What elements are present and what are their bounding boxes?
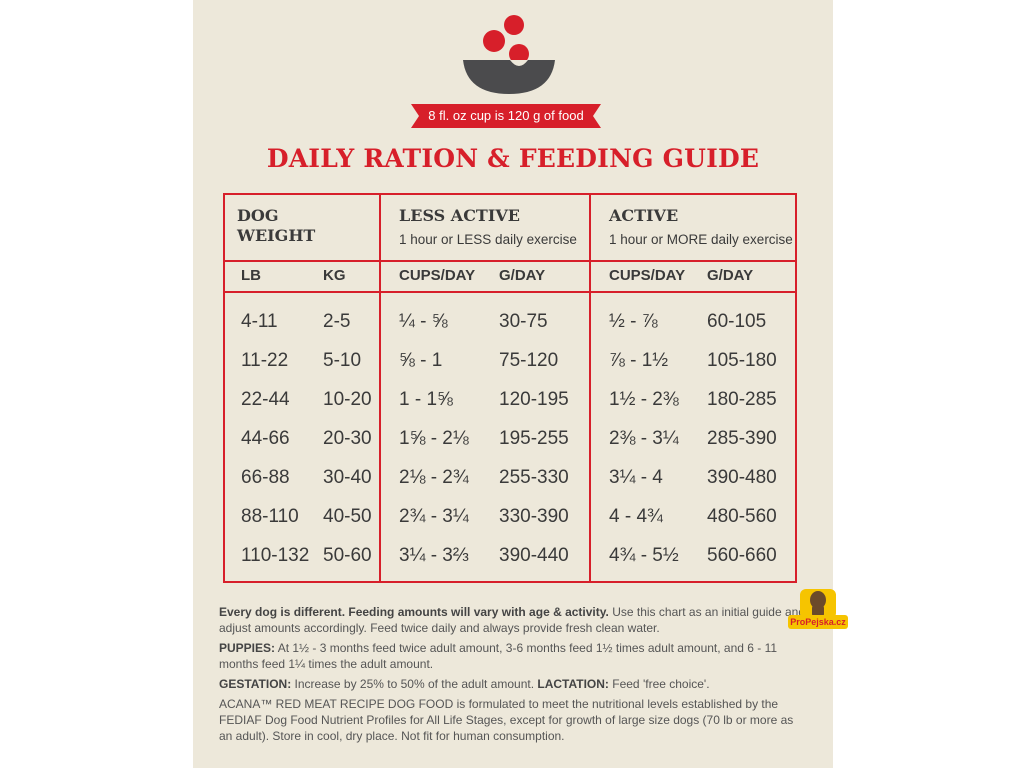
cell-cups-active: ⅞ - 1½ xyxy=(609,350,669,371)
cell-kg: 40-50 xyxy=(323,506,372,527)
cell-grams-less: 120-195 xyxy=(499,389,569,410)
cell-cups-active: 2⅜ - 3¼ xyxy=(609,428,679,449)
active-subtitle: 1 hour or MORE daily exercise xyxy=(609,232,793,247)
column-header-grams-active: G/DAY xyxy=(707,267,754,284)
less-active-subtitle: 1 hour or LESS daily exercise xyxy=(399,232,577,247)
cell-grams-less: 330-390 xyxy=(499,506,569,527)
column-divider xyxy=(379,195,381,581)
cell-cups-active: 4 - 4¾ xyxy=(609,506,663,527)
cell-lb: 66-88 xyxy=(241,467,290,488)
cell-grams-less: 75-120 xyxy=(499,350,559,371)
cell-grams-active: 180-285 xyxy=(707,389,777,410)
note-formulation-text: ACANA™ RED MEAT RECIPE DOG FOOD is formu… xyxy=(219,697,794,743)
cell-lb: 44-66 xyxy=(241,428,290,449)
feeding-guide-panel: 8 fl. oz cup is 120 g of food DAILY RATI… xyxy=(193,0,833,768)
note-lactation-text: Feed 'free choice'. xyxy=(608,677,710,691)
note-puppies-bold: PUPPIES: xyxy=(219,641,276,655)
column-header-grams-less: G/DAY xyxy=(499,267,546,284)
note-gestation-bold: GESTATION: xyxy=(219,677,292,691)
group-weight: DOG WEIGHT xyxy=(237,206,316,245)
column-divider xyxy=(589,195,591,581)
cell-kg: 50-60 xyxy=(323,545,372,566)
cell-cups-less: 3¼ - 3⅔ xyxy=(399,545,469,566)
ribbon-icon xyxy=(411,104,601,128)
cell-cups-active: ½ - ⅞ xyxy=(609,311,658,332)
cell-grams-active: 390-480 xyxy=(707,467,777,488)
note-general: Every dog is different. Feeding amounts … xyxy=(219,604,809,636)
cell-cups-less: 1 - 1⅝ xyxy=(399,389,453,410)
note-general-bold: Every dog is different. Feeding amounts … xyxy=(219,605,609,619)
cell-lb: 11-22 xyxy=(241,350,289,371)
cell-kg: 2-5 xyxy=(323,311,351,332)
feeding-table: DOG WEIGHT LESS ACTIVE 1 hour or LESS da… xyxy=(223,193,797,583)
cell-grams-less: 30-75 xyxy=(499,311,548,332)
feeding-notes: Every dog is different. Feeding amounts … xyxy=(219,604,809,748)
note-puppies: PUPPIES: At 1½ - 3 months feed twice adu… xyxy=(219,640,809,672)
cup-note-banner: 8 fl. oz cup is 120 g of food xyxy=(411,104,601,128)
column-header-lb: LB xyxy=(241,267,261,284)
cell-grams-less: 195-255 xyxy=(499,428,569,449)
column-header-cups-less: CUPS/DAY xyxy=(399,267,476,284)
cell-lb: 4-11 xyxy=(241,311,278,332)
cell-kg: 20-30 xyxy=(323,428,372,449)
cell-kg: 5-10 xyxy=(323,350,362,371)
column-header-cups-active: CUPS/DAY xyxy=(609,267,686,284)
cell-lb: 88-110 xyxy=(241,506,299,527)
cell-kg: 10-20 xyxy=(323,389,372,410)
logo-text: ProPejska.cz xyxy=(790,617,846,627)
cup-note: 8 fl. oz cup is 120 g of food xyxy=(428,108,584,123)
note-general-text: Use this chart as an initial guide and a… xyxy=(219,605,805,635)
cell-cups-less: 2¾ - 3¼ xyxy=(399,506,469,527)
cell-grams-active: 480-560 xyxy=(707,506,777,527)
cell-lb: 22-44 xyxy=(241,389,290,410)
cell-cups-less: ⅝ - 1 xyxy=(399,350,443,371)
group-active: ACTIVE xyxy=(609,206,679,225)
note-puppies-text: At 1½ - 3 months feed twice adult amount… xyxy=(219,641,778,671)
cell-cups-active: 1½ - 2⅜ xyxy=(609,389,679,410)
cell-grams-active: 60-105 xyxy=(707,311,767,332)
header-divider xyxy=(225,291,795,293)
cell-grams-active: 285-390 xyxy=(707,428,777,449)
cell-cups-active: 3¼ - 4 xyxy=(609,467,663,488)
note-gestation: GESTATION: Increase by 25% to 50% of the… xyxy=(219,676,809,692)
propejska-logo: ProPejska.cz xyxy=(786,587,850,641)
note-formulation: ACANA™ RED MEAT RECIPE DOG FOOD is formu… xyxy=(219,696,809,744)
cell-grams-active: 105-180 xyxy=(707,350,777,371)
cell-grams-active: 560-660 xyxy=(707,545,777,566)
note-lactation-bold: LACTATION: xyxy=(537,677,609,691)
cell-grams-less: 390-440 xyxy=(499,545,569,566)
cell-cups-less: ¼ - ⅝ xyxy=(399,311,448,332)
column-header-kg: KG xyxy=(323,267,346,284)
dog-icon xyxy=(788,589,848,629)
note-gestation-text: Increase by 25% to 50% of the adult amou… xyxy=(291,677,538,691)
cell-kg: 30-40 xyxy=(323,467,372,488)
cell-cups-active: 4¾ - 5½ xyxy=(609,545,679,566)
page-title: DAILY RATION & FEEDING GUIDE xyxy=(266,144,760,173)
header-divider xyxy=(225,260,795,262)
bowl-icon xyxy=(463,15,555,94)
cell-cups-less: 2⅛ - 2¾ xyxy=(399,467,469,488)
cell-lb: 110-132 xyxy=(241,545,310,566)
group-less-active: LESS ACTIVE xyxy=(399,206,520,225)
cell-grams-less: 255-330 xyxy=(499,467,569,488)
cell-cups-less: 1⅝ - 2⅛ xyxy=(399,428,469,449)
